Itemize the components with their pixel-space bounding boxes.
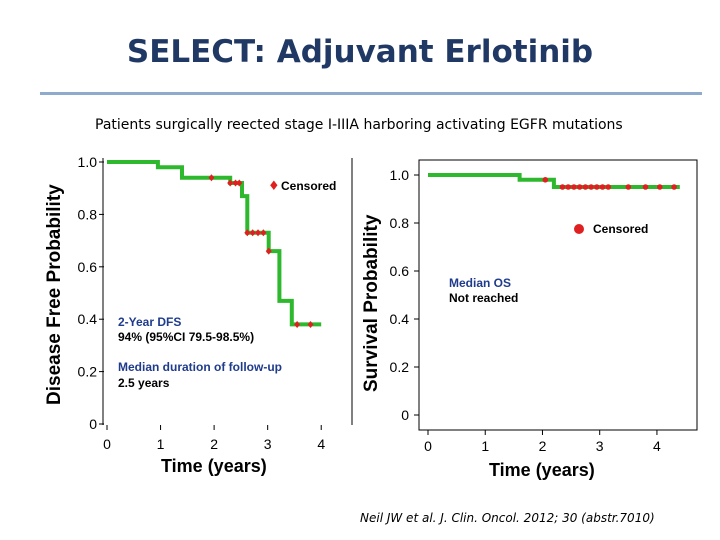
dfs-y-axis-label: Disease Free Probability (44, 184, 65, 405)
dfs-2yr-value: 94% (95%CI 79.5-98.5%) (118, 330, 254, 344)
os-x-tick-label: 0 (424, 438, 432, 454)
os-censored-point (588, 184, 594, 190)
followup-title: Median duration of follow-up (118, 360, 282, 374)
slide-title: SELECT: Adjuvant Erlotinib (126, 34, 594, 70)
dfs-y-tick-label: 0 (89, 416, 97, 432)
os-x-tick-label: 3 (596, 438, 604, 454)
os-censored-point (582, 184, 589, 190)
citation: Neil JW et al. J. Clin. Oncol. 2012; 30 … (360, 511, 655, 525)
dfs-censored-point (232, 179, 239, 187)
os-x-tick-label: 2 (539, 438, 547, 454)
dfs-censored-legend-label: Censored (281, 179, 336, 193)
dfs-censored-point (244, 229, 251, 237)
dfs-x-tick-label: 4 (317, 436, 325, 452)
os-censored-point (559, 184, 566, 190)
os-censored-point (605, 184, 612, 190)
os-censored-point (671, 184, 677, 190)
dfs-censored-point (255, 229, 262, 237)
os-censored-point (594, 184, 600, 190)
dfs-step-curve (107, 160, 322, 327)
dfs-x-tick-label: 1 (157, 436, 165, 452)
os-censored-point (625, 184, 632, 190)
dfs-y-tick-label: 0.2 (78, 364, 98, 380)
dfs-censored-point (294, 320, 301, 328)
os-step-curve (428, 173, 680, 189)
os-y-tick-label: 1.0 (390, 167, 410, 183)
dfs-y-tick-label: 0.8 (78, 206, 98, 222)
dfs-y-tick-label: 0.6 (78, 259, 98, 275)
os-x-tick-label: 1 (481, 438, 489, 454)
dfs-x-tick-label: 0 (103, 436, 111, 452)
dfs-y-tick-label: 1.0 (78, 154, 98, 170)
dfs-2yr-title: 2-Year DFS (118, 315, 181, 329)
dfs-y-tick-label: 0.4 (78, 311, 98, 327)
os-x-axis-label: Time (years) (489, 460, 595, 480)
os-censored-point (576, 184, 583, 190)
os-censored-point (542, 177, 549, 183)
dfs-censored-point (249, 229, 256, 237)
os-censored-point (599, 184, 606, 190)
dfs-censored-point (260, 229, 267, 237)
dfs-x-axis-label: Time (years) (161, 456, 267, 476)
dfs-censored-point (265, 247, 272, 255)
os-x-tick-label: 4 (653, 438, 661, 454)
os-censored-point (642, 184, 649, 190)
os-plot-frame (418, 159, 698, 431)
dfs-censored-point (307, 320, 314, 328)
os-censored-point (571, 184, 577, 190)
os-y-tick-label: 0.8 (390, 215, 410, 231)
dfs-censored-point (227, 179, 234, 187)
dfs-censored-legend-marker: ♦ (268, 179, 280, 194)
os-censored-point (656, 184, 663, 190)
os-y-tick-label: 0.6 (390, 263, 410, 279)
followup-value: 2.5 years (118, 376, 170, 390)
title-divider (40, 92, 702, 95)
os-y-axis-label: Survival Probability (361, 214, 382, 392)
os-censored-point (565, 184, 572, 190)
median-os-value: Not reached (449, 291, 518, 305)
os-y-tick-label: 0.4 (390, 311, 410, 327)
dfs-x-tick-label: 2 (210, 436, 218, 452)
dfs-chart: Disease Free Probability Time (years) 00… (44, 154, 353, 476)
median-os-title: Median OS (449, 276, 511, 290)
os-y-tick-label: 0.2 (390, 359, 410, 375)
dfs-censored-point (236, 179, 243, 187)
dfs-x-tick-label: 3 (264, 436, 272, 452)
os-y-tick-label: 0 (401, 407, 409, 423)
slide-subtitle: Patients surgically reected stage I-IIIA… (95, 117, 623, 133)
os-chart: Survival Probability Time (years) 0 0.2 0.… (361, 159, 698, 480)
os-censored-legend-label: Censored (593, 222, 648, 236)
dfs-censored-point (208, 174, 215, 182)
os-censored-legend-marker (574, 224, 584, 234)
